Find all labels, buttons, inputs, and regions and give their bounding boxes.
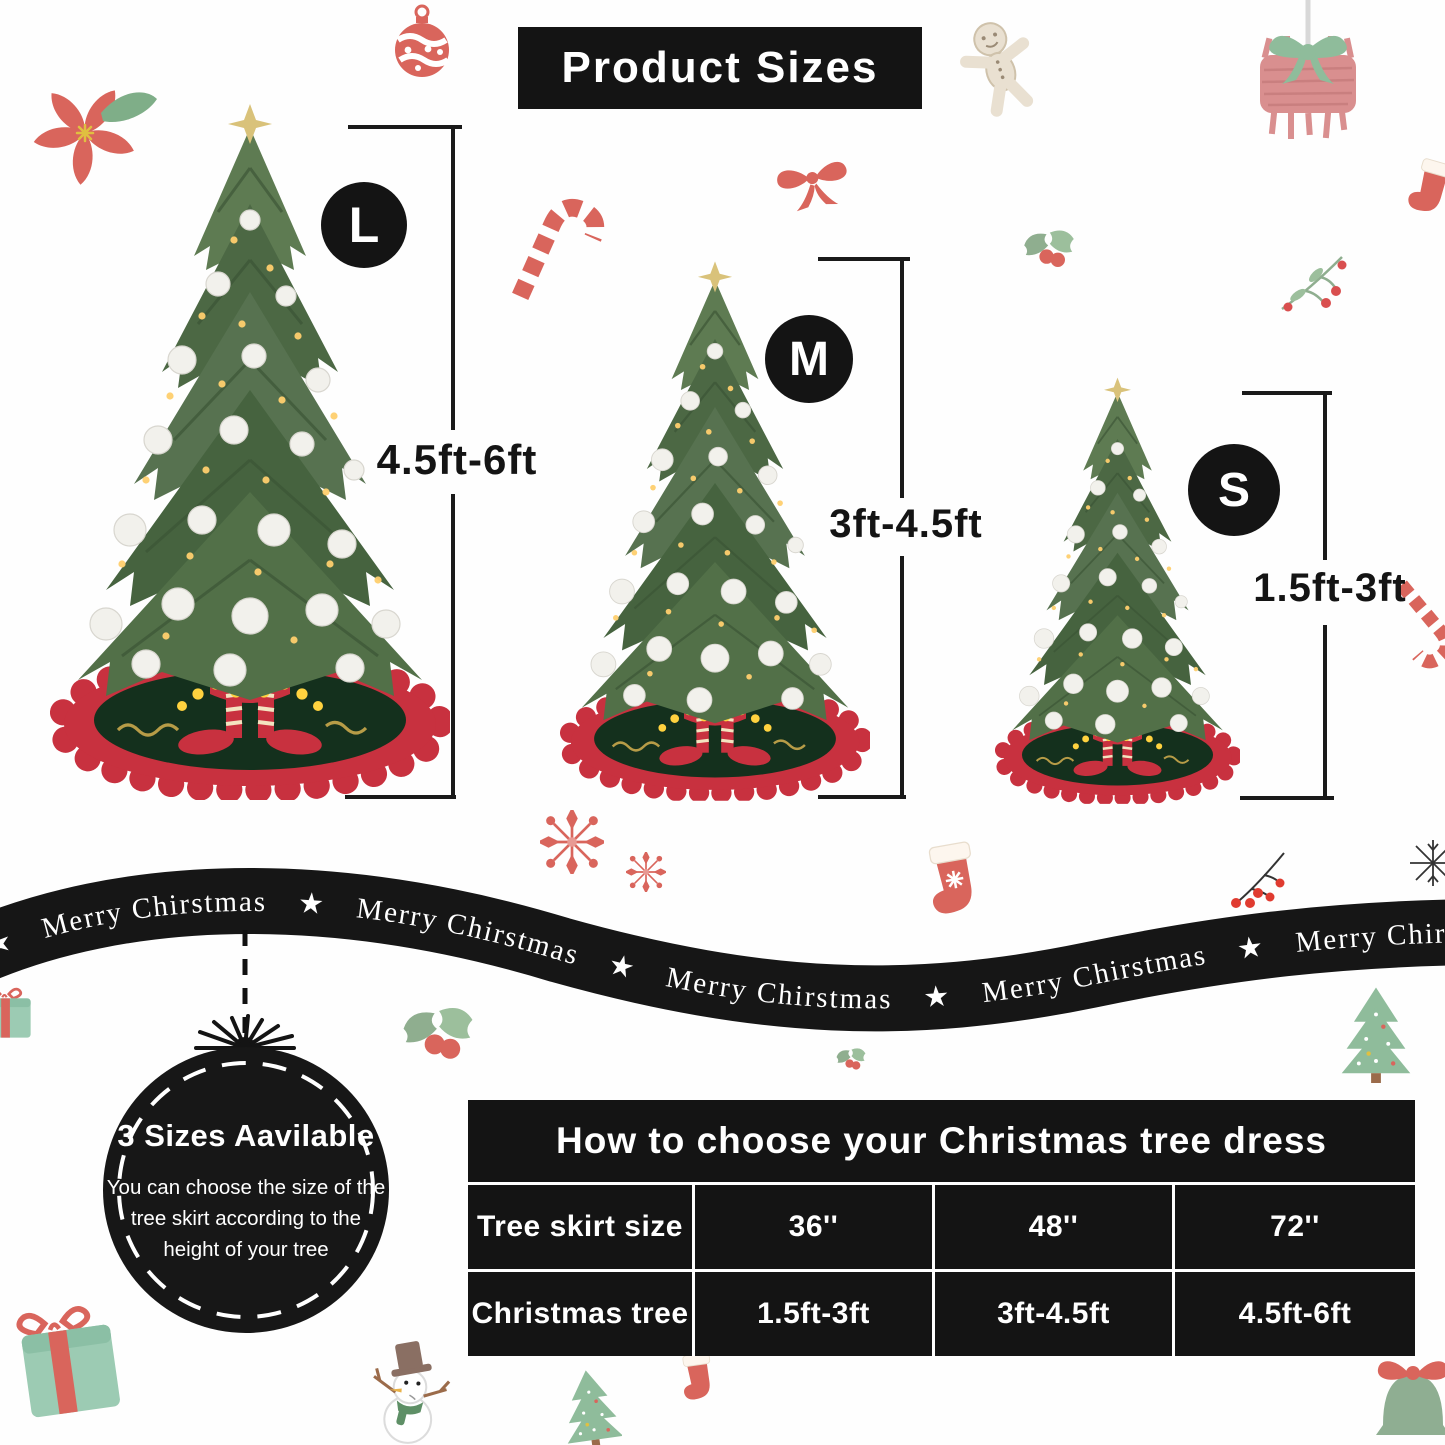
bauble-icon — [395, 4, 450, 77]
berry-sprig-icon — [1281, 256, 1347, 312]
table-cell: 1.5ft-3ft — [695, 1272, 932, 1356]
table-cell: 72'' — [1175, 1185, 1415, 1269]
table-cell: 48'' — [935, 1185, 1172, 1269]
height-range-large: 4.5ft-6ft — [376, 436, 538, 483]
gift-icon — [15, 1295, 130, 1421]
table-cell: 36'' — [695, 1185, 932, 1269]
bow-icon — [777, 161, 847, 212]
ornament-note-line: You can choose the size of the — [106, 1176, 386, 1199]
stocking-icon — [674, 1350, 724, 1408]
candy-cane-icon — [512, 198, 605, 300]
table-cell: 4.5ft-6ft — [1175, 1272, 1415, 1356]
size-badge-large: L — [321, 182, 407, 268]
ornament-note-line: tree skirt according to the — [130, 1207, 362, 1230]
mini-tree-icon — [1336, 985, 1416, 1083]
holly-icon — [830, 1038, 872, 1078]
ornament-note: 3 Sizes Aavilable You can choose the siz… — [105, 1118, 387, 1265]
sketch-snowflake-icon — [1410, 840, 1445, 886]
snowflake-icon — [626, 852, 666, 892]
ornament-note-heading: 3 Sizes Aavilable — [117, 1118, 375, 1153]
christmas-tree-small — [995, 375, 1240, 804]
poinsettia-icon — [33, 90, 157, 185]
size-badge-medium: M — [765, 315, 853, 403]
bell-icon — [1376, 1361, 1445, 1435]
tinsel-topper — [194, 1014, 296, 1060]
size-table: How to choose your Christmas tree dress … — [468, 1100, 1415, 1356]
height-range-small: 1.5ft-3ft — [1253, 566, 1407, 610]
gingerbread-man-icon — [960, 22, 1034, 117]
size-table-title: How to choose your Christmas tree dress — [468, 1100, 1415, 1182]
mini-tree-icon — [560, 1368, 622, 1445]
table-row-header: Christmas tree — [468, 1272, 692, 1356]
size-badge-small: S — [1188, 444, 1280, 536]
snowflake-icon — [540, 810, 604, 874]
berry-branch-icon — [1231, 852, 1285, 908]
table-row-header: Tree skirt size — [468, 1185, 692, 1269]
page-title: Product Sizes — [518, 27, 922, 109]
stocking-icon — [1402, 156, 1445, 224]
hanging-basket-ornament-icon — [1260, 0, 1356, 139]
height-range-medium: 3ft-4.5ft — [829, 502, 983, 546]
holly-icon — [1012, 215, 1086, 279]
holly-icon — [388, 975, 488, 1087]
candy-cane-icon — [1396, 580, 1445, 669]
gift-icon — [0, 982, 40, 1042]
table-cell: 3ft-4.5ft — [935, 1272, 1172, 1356]
snowman-icon — [373, 1341, 451, 1444]
ornament-note-line: height of your tree — [163, 1238, 329, 1261]
stocking-icon — [915, 838, 995, 926]
